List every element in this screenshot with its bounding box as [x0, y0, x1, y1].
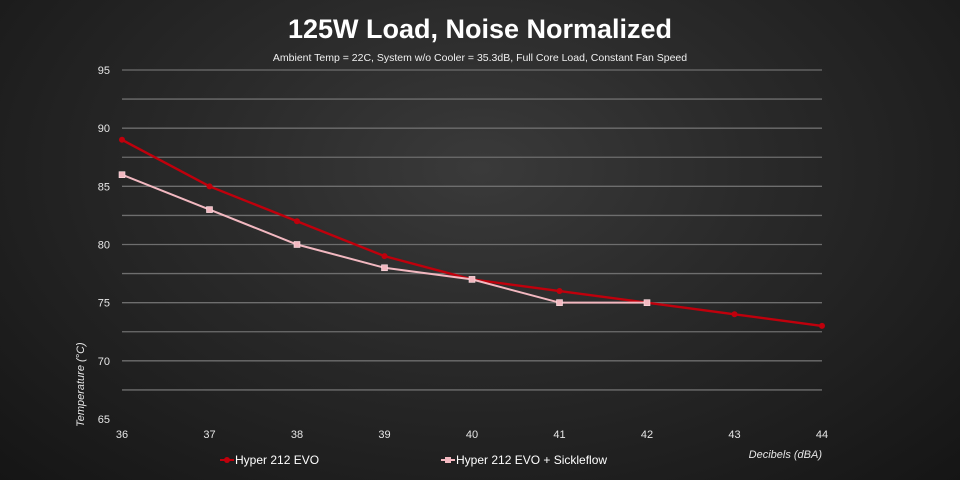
data-point [556, 288, 563, 295]
data-point [293, 241, 301, 248]
y-tick-label: 65 [98, 414, 110, 426]
x-tick-label: 38 [291, 429, 303, 441]
y-tick-label: 70 [98, 356, 110, 368]
data-point [206, 206, 213, 213]
x-tick-label: 37 [203, 429, 215, 441]
data-point [556, 299, 563, 306]
x-tick-label: 36 [116, 429, 128, 441]
chart-title: 125W Load, Noise Normalized [287, 14, 673, 44]
data-point [643, 299, 651, 306]
x-tick-label: 41 [553, 429, 565, 441]
legend-item-hyper-212-evo: Hyper 212 EVO [220, 453, 319, 467]
legend-label: Hyper 212 EVO [235, 453, 320, 467]
data-point [119, 136, 125, 143]
x-tick-label: 43 [728, 429, 740, 441]
y-axis-ticks: 65 70 75 80 85 90 95 [98, 65, 110, 426]
series-hyper-212-evo-sickleflow [118, 171, 651, 306]
y-tick-label: 90 [98, 123, 110, 135]
legend-marker-square-icon [441, 456, 455, 464]
series-hyper-212-evo [119, 136, 825, 329]
y-tick-label: 95 [98, 65, 110, 77]
data-point [731, 311, 738, 318]
x-axis-label: Decibels (dBA) [749, 449, 823, 461]
x-tick-label: 42 [641, 429, 653, 441]
data-point [206, 183, 213, 190]
series-line [121, 173, 647, 304]
gridlines [122, 69, 822, 391]
chart-subtitle: Ambient Temp = 22C, System w/o Cooler = … [272, 52, 688, 64]
series-layer [118, 136, 825, 329]
y-tick-label: 80 [98, 240, 110, 252]
legend-label: Hyper 212 EVO + Sickleflow [456, 453, 608, 467]
data-point [118, 171, 126, 178]
x-axis-ticks: 36 37 38 39 40 41 42 43 44 [116, 429, 828, 441]
y-tick-label: 85 [98, 181, 110, 193]
data-point [468, 276, 476, 283]
series-line [121, 138, 823, 328]
data-point [381, 264, 388, 272]
legend-marker-circle-icon [220, 456, 234, 464]
y-axis-label: Temperature (°C) [75, 342, 87, 427]
data-point [819, 322, 825, 329]
x-tick-label: 44 [816, 429, 828, 441]
legend-item-hyper-212-evo-sickleflow: Hyper 212 EVO + Sickleflow [441, 453, 607, 467]
y-tick-label: 75 [98, 298, 110, 310]
x-tick-label: 39 [378, 429, 390, 441]
data-point [381, 253, 388, 260]
x-tick-label: 40 [466, 429, 478, 441]
data-point [294, 218, 300, 225]
